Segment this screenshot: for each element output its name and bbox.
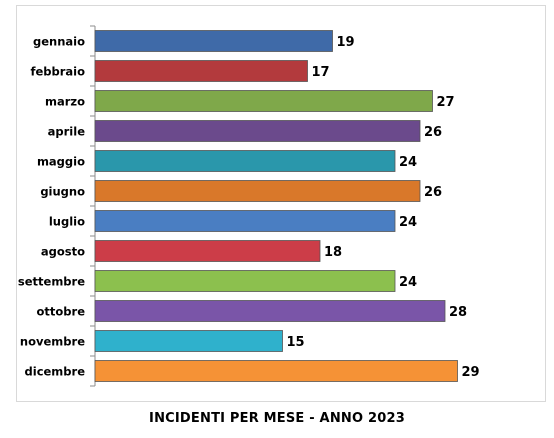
- category-label: febbraio: [30, 65, 85, 79]
- value-label: 18: [324, 245, 342, 260]
- value-label: 26: [424, 185, 442, 200]
- value-label: 15: [287, 335, 305, 350]
- bar-marzo: [94, 90, 433, 112]
- bar-gennaio: [94, 30, 333, 52]
- value-label: 17: [312, 65, 330, 80]
- bar-ottobre: [94, 300, 446, 322]
- value-label: 27: [437, 95, 455, 110]
- bar-aprile: [94, 120, 421, 142]
- bar-agosto: [94, 240, 321, 262]
- value-label: 24: [399, 155, 417, 170]
- category-label: maggio: [37, 155, 85, 169]
- category-label: dicembre: [25, 365, 86, 379]
- bar-luglio: [94, 210, 396, 232]
- bar-giugno: [94, 180, 421, 202]
- value-label: 29: [462, 365, 480, 380]
- category-label: aprile: [48, 125, 86, 139]
- category-label: ottobre: [37, 305, 86, 319]
- category-label: agosto: [41, 245, 85, 259]
- value-label: 28: [449, 305, 467, 320]
- value-label: 19: [337, 35, 355, 50]
- category-label: marzo: [45, 95, 85, 109]
- category-label: settembre: [18, 275, 85, 289]
- bar-settembre: [94, 270, 396, 292]
- bar-dicembre: [94, 360, 458, 382]
- bar-febbraio: [94, 60, 308, 82]
- bar-novembre: [94, 330, 283, 352]
- category-label: luglio: [49, 215, 85, 229]
- bar-maggio: [94, 150, 396, 172]
- category-label: novembre: [20, 335, 85, 349]
- category-label: giugno: [40, 185, 85, 199]
- value-label: 24: [399, 275, 417, 290]
- value-label: 26: [424, 125, 442, 140]
- value-label: 24: [399, 215, 417, 230]
- chart-title: INCIDENTI PER MESE - ANNO 2023: [149, 411, 405, 426]
- bars-layer: gennaio 19 febbraio 17 marzo 27 aprile 26 maggio…: [18, 25, 480, 387]
- category-label: gennaio: [33, 35, 85, 49]
